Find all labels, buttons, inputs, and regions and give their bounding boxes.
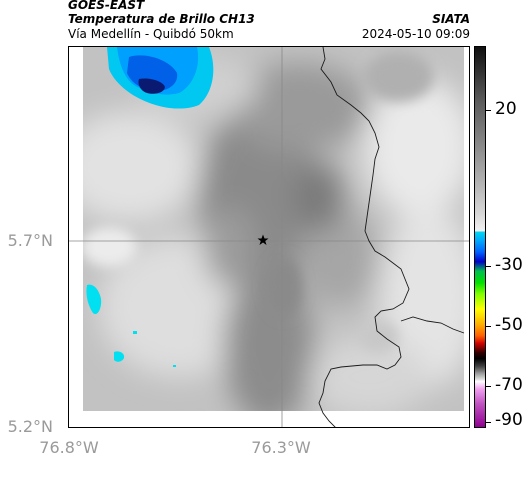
satellite-title: GOES-EAST — [68, 0, 145, 12]
small-cold-spots — [86, 284, 176, 367]
lat-tick-2: 5.2°N — [7, 417, 53, 436]
lat-tick-1: 5.7°N — [7, 231, 53, 250]
organization-label: SIATA — [432, 12, 470, 26]
star-icon — [257, 234, 269, 245]
satellite-map[interactable] — [68, 46, 470, 428]
colorbar-label: -50 — [495, 315, 523, 335]
colorbar-label: 20 — [495, 99, 517, 119]
boundary-line — [318, 47, 410, 427]
colorbar-tick — [486, 266, 491, 267]
colorbar-tick — [486, 422, 491, 423]
boundary-line — [400, 316, 465, 334]
brightness-temperature-field — [69, 47, 469, 427]
colorbar-label: -30 — [495, 255, 523, 275]
colorbar-tick — [486, 386, 491, 387]
cold-cloud-cluster — [107, 47, 214, 109]
region-subtitle: Vía Medellín - Quibdó 50km — [68, 27, 234, 41]
colorbar-tick — [486, 110, 491, 111]
colorbar-tick — [486, 326, 491, 327]
lon-tick-2: 76.3°W — [251, 438, 311, 457]
product-title: Temperatura de Brillo CH13 — [68, 12, 255, 26]
colorbar — [474, 46, 486, 428]
lon-tick-1: 76.8°W — [39, 438, 99, 457]
datetime-label: 2024-05-10 09:09 — [361, 27, 470, 41]
colorbar-label: -90 — [495, 410, 523, 430]
colorbar-label: -70 — [495, 375, 523, 395]
